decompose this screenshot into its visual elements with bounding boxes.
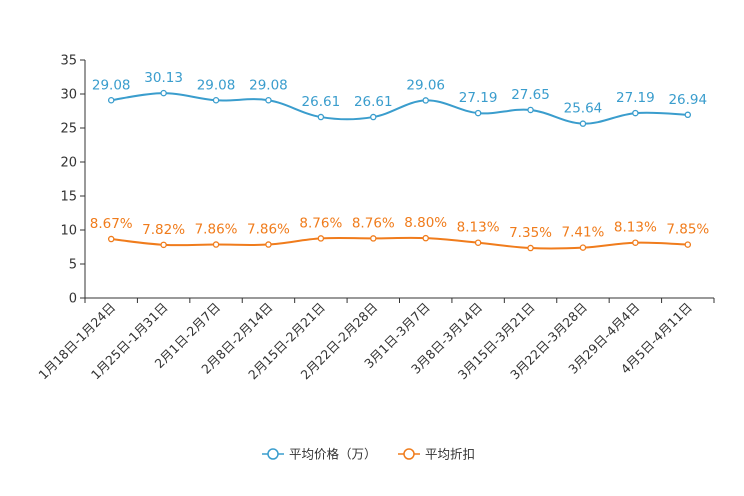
data-label: 26.94: [668, 92, 707, 108]
data-point[interactable]: [370, 235, 377, 242]
data-point[interactable]: [579, 244, 587, 251]
data-point[interactable]: [212, 241, 220, 248]
data-label: 7.86%: [195, 222, 238, 238]
series-line: [111, 92, 688, 125]
data-label: 8.76%: [299, 215, 342, 231]
y-tick-label: 15: [60, 190, 77, 205]
data-point[interactable]: [160, 241, 167, 249]
legend[interactable]: 平均价格（万） 平均折扣: [262, 447, 475, 462]
legend-marker-icon: [267, 448, 279, 460]
data-label: 7.82%: [142, 222, 185, 238]
data-label: 8.13%: [614, 220, 657, 236]
data-point[interactable]: [579, 120, 587, 127]
legend-label: 平均折扣: [425, 447, 475, 462]
data-label: 26.61: [302, 94, 341, 110]
data-point[interactable]: [684, 111, 692, 119]
y-tick-label: 10: [60, 224, 77, 239]
legend-marker-icon: [403, 448, 415, 460]
data-label: 29.08: [92, 77, 131, 93]
data-point[interactable]: [370, 113, 377, 121]
data-label: 8.67%: [90, 216, 133, 232]
series-line: [111, 236, 688, 250]
data-label: 8.80%: [404, 215, 447, 231]
y-tick-label: 30: [60, 88, 77, 103]
y-tick-label: 20: [60, 156, 77, 171]
y-tick-label: 35: [60, 54, 77, 69]
x-axis-ticks: 1月18日-1月24日1月25日-1月31日2月1日-2月7日2月8日-2月14…: [35, 298, 715, 382]
series-2: 8.67% 7.82% 7.86% 7.86% 8.76% 8.76% 8.80% 8.13%…: [90, 215, 709, 252]
data-point[interactable]: [317, 113, 325, 121]
data-point[interactable]: [527, 244, 534, 252]
legend-item-1[interactable]: 平均价格（万）: [262, 447, 377, 462]
data-point[interactable]: [632, 109, 639, 117]
data-point[interactable]: [527, 106, 534, 114]
data-label: 30.13: [144, 70, 183, 86]
data-point[interactable]: [474, 109, 482, 117]
data-point[interactable]: [317, 235, 325, 242]
data-point[interactable]: [265, 241, 272, 248]
series-group: 29.08 30.13 29.08 29.08 26.61 26.61 29.06 27.19…: [90, 70, 709, 252]
data-point[interactable]: [107, 97, 115, 104]
y-tick-label: 5: [69, 258, 77, 273]
data-label: 29.08: [249, 77, 288, 93]
data-label: 27.65: [511, 87, 550, 103]
data-label: 26.61: [354, 94, 393, 110]
data-point[interactable]: [422, 234, 429, 242]
legend-item-2[interactable]: 平均折扣: [398, 447, 475, 462]
data-label: 7.85%: [666, 222, 709, 238]
data-label: 29.06: [406, 77, 445, 93]
data-label: 29.08: [197, 77, 236, 93]
series-1: 29.08 30.13 29.08 29.08 26.61 26.61 29.06 27.19…: [92, 70, 707, 127]
data-point[interactable]: [632, 239, 639, 246]
data-label: 27.19: [459, 90, 498, 106]
data-point[interactable]: [265, 97, 272, 104]
data-label: 25.64: [564, 101, 603, 117]
data-label: 8.76%: [352, 215, 395, 231]
data-point[interactable]: [212, 97, 220, 104]
data-label: 7.35%: [509, 225, 552, 241]
y-tick-label: 25: [60, 122, 77, 137]
data-point[interactable]: [107, 235, 115, 243]
data-label: 7.41%: [562, 225, 605, 241]
data-label: 8.13%: [457, 220, 500, 236]
y-tick-label: 0: [69, 292, 77, 307]
data-point[interactable]: [422, 97, 429, 104]
data-point[interactable]: [474, 239, 482, 246]
y-axis-ticks: 0 5 10 15 20 25 30 35: [60, 54, 85, 307]
data-label: 27.19: [616, 90, 655, 106]
data-point[interactable]: [160, 89, 167, 97]
legend-label: 平均价格（万）: [289, 447, 377, 462]
data-label: 7.86%: [247, 222, 290, 238]
data-point[interactable]: [684, 241, 692, 248]
